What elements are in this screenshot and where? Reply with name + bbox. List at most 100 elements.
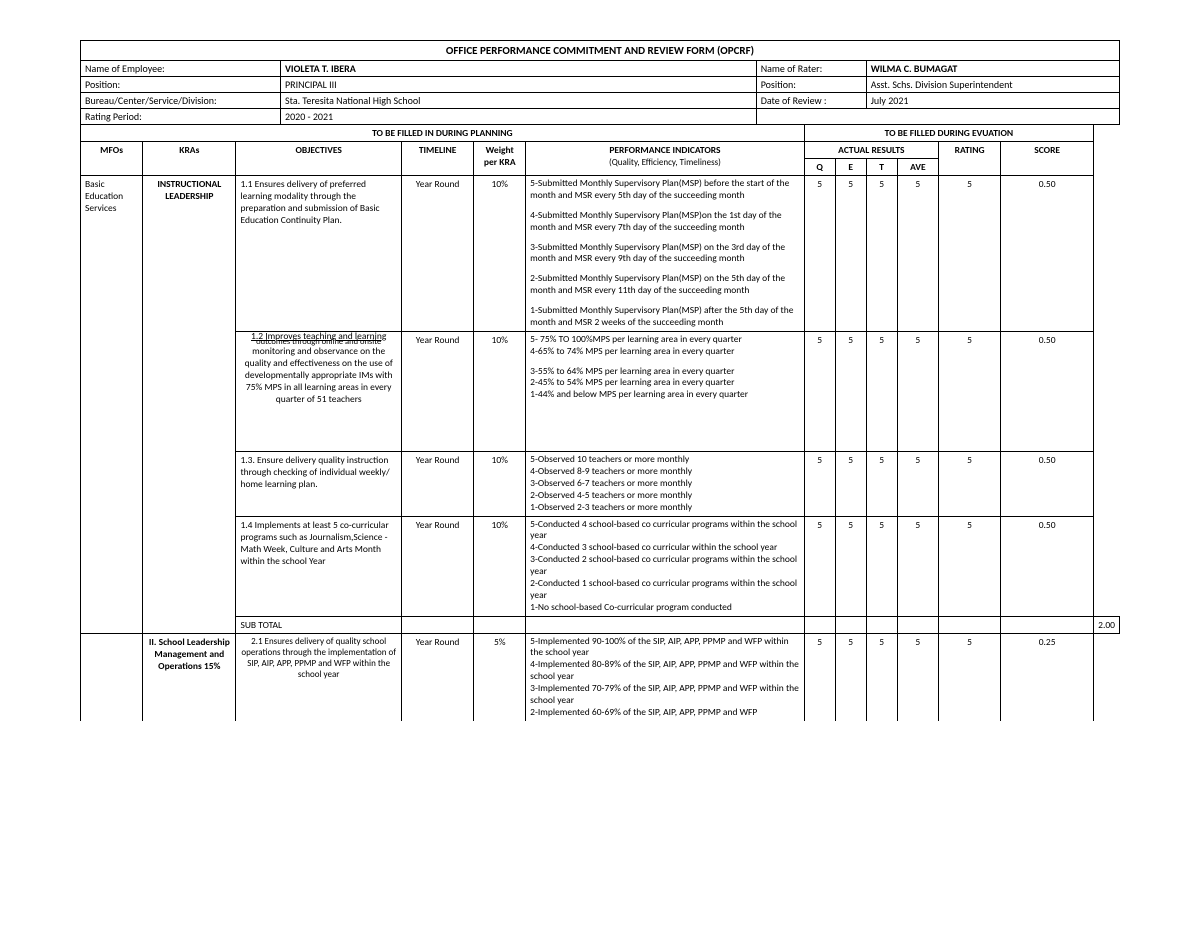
table-row: Basic Education Services INSTRUCTIONAL L… [81, 176, 1120, 332]
mfo-cell: Basic Education Services [81, 176, 143, 634]
hdr-val: July 2021 [867, 93, 1119, 108]
hdr-label: Position: [81, 77, 281, 92]
obj-rest: monitoring and observance on the quality… [245, 345, 393, 405]
pi-line: 1-Observed 2-3 teachers or more monthly [530, 502, 800, 514]
weight-cell: 10% [474, 176, 526, 332]
rating-cell: 5 [939, 633, 1001, 721]
pi-line: 1-44% and below MPS per learning area in… [530, 389, 800, 401]
pi-line: 2-Implemented 60-69% of the SIP, AIP, AP… [530, 707, 800, 719]
pi-line: 5- 75% TO 100%MPS per learning area in e… [530, 334, 800, 346]
timeline-cell: Year Round [401, 176, 473, 332]
obj-cell: 2.1 Ensures delivery of quality school o… [236, 633, 401, 721]
score-cell: 0.25 [1001, 633, 1094, 721]
weight-cell: 10% [474, 331, 526, 451]
hdr-label: Bureau/Center/Service/Division: [81, 93, 281, 108]
timeline-cell: Year Round [401, 516, 473, 616]
col-score: SCORE [1001, 142, 1094, 176]
ave-cell: 5 [897, 452, 938, 516]
obj-cell: 1.2 Improves teaching and learning outco… [236, 331, 401, 451]
q-cell: 5 [804, 176, 835, 332]
col-mfos: MFOs [81, 142, 143, 176]
column-header-row: MFOs KRAs OBJECTIVES TIMELINE Weight per… [81, 142, 1120, 159]
t-cell: 5 [866, 331, 897, 451]
hdr-label: Name of Rater: [757, 61, 867, 76]
e-cell: 5 [835, 331, 866, 451]
timeline-cell: Year Round [401, 331, 473, 451]
pi-line: 5-Submitted Monthly Supervisory Plan(MSP… [530, 178, 800, 202]
pi-line: 3-Submitted Monthly Supervisory Plan(MSP… [530, 242, 800, 266]
rating-cell: 5 [939, 331, 1001, 451]
t-cell: 5 [866, 452, 897, 516]
col-obj: OBJECTIVES [236, 142, 401, 176]
hdr-val: Sta. Teresita National High School [281, 93, 756, 108]
col-pi-sub: (Quality, Efficiency, Timeliness) [609, 157, 721, 168]
hdr-label [757, 109, 867, 124]
e-cell: 5 [835, 452, 866, 516]
main-table: TO BE FILLED IN DURING PLANNING TO BE FI… [80, 124, 1120, 721]
rating-cell: 5 [939, 452, 1001, 516]
section-left: TO BE FILLED IN DURING PLANNING [81, 125, 805, 142]
table-row: II. School Leadership Management and Ope… [81, 633, 1120, 721]
section-right: TO BE FILLED DURING EVUATION [804, 125, 1093, 142]
hdr-val: 2020 - 2021 [281, 109, 756, 124]
ave-cell: 5 [897, 331, 938, 451]
ave-cell: 5 [897, 633, 938, 721]
score-cell: 0.50 [1001, 452, 1094, 516]
pi-line: 5-Implemented 90-100% of the SIP, AIP, A… [530, 636, 800, 660]
hdr-val: Asst. Schs. Division Superintendent [867, 77, 1119, 92]
kra-cell: II. School Leadership Management and Ope… [143, 633, 236, 721]
timeline-cell: Year Round [401, 633, 473, 721]
pi-cell: 5- 75% TO 100%MPS per learning area in e… [526, 331, 805, 451]
header-row-1: Position: PRINCIPAL III Position: Asst. … [81, 77, 1119, 93]
weight-cell: 5% [474, 633, 526, 721]
q-cell: 5 [804, 516, 835, 616]
hdr-val: PRINCIPAL III [281, 77, 756, 92]
weight-cell: 10% [474, 452, 526, 516]
table-row: 1.4 Implements at least 5 co-curricular … [81, 516, 1120, 616]
pi-line: 3-Conducted 2 school-based co curricular… [530, 554, 800, 578]
ave-cell: 5 [897, 516, 938, 616]
rating-cell: 5 [939, 176, 1001, 332]
subtotal-row: SUB TOTAL 2.00 [81, 616, 1120, 633]
col-t: T [866, 159, 897, 176]
pi-line: 2-Observed 4-5 teachers or more monthly [530, 490, 800, 502]
timeline-cell: Year Round [401, 452, 473, 516]
pi-cell: 5-Submitted Monthly Supervisory Plan(MSP… [526, 176, 805, 332]
col-q: Q [804, 159, 835, 176]
e-cell: 5 [835, 516, 866, 616]
pi-line: 1-No school-based Co-curricular program … [530, 602, 800, 614]
pi-line: 3-Observed 6-7 teachers or more monthly [530, 478, 800, 490]
col-timeline: TIMELINE [401, 142, 473, 176]
pi-line: 1-Submitted Monthly Supervisory Plan(MSP… [530, 305, 800, 329]
t-cell: 5 [866, 176, 897, 332]
q-cell: 5 [804, 331, 835, 451]
col-actual: ACTUAL RESULTS [804, 142, 938, 159]
hdr-label: Position: [757, 77, 867, 92]
header-row-3: Rating Period: 2020 - 2021 [81, 109, 1119, 124]
header-row-0: Name of Employee: VIOLETA T. IBERA Name … [81, 61, 1119, 77]
score-cell: 0.50 [1001, 176, 1094, 332]
col-pi-title: PERFORMANCE INDICATORS [609, 144, 720, 156]
col-e: E [835, 159, 866, 176]
col-ave: AVE [897, 159, 938, 176]
col-pi: PERFORMANCE INDICATORS (Quality, Efficie… [526, 142, 805, 176]
e-cell: 5 [835, 633, 866, 721]
hdr-label: Name of Employee: [81, 61, 281, 76]
obj-cell: 1.4 Implements at least 5 co-curricular … [236, 516, 401, 616]
pi-cell: 5-Conducted 4 school-based co curricular… [526, 516, 805, 616]
hdr-val [867, 109, 1119, 124]
weight-cell: 10% [474, 516, 526, 616]
q-cell: 5 [804, 633, 835, 721]
subtotal-score: 2.00 [1094, 616, 1120, 633]
score-cell: 0.50 [1001, 331, 1094, 451]
t-cell: 5 [866, 633, 897, 721]
pi-line: 4-65% to 74% MPS per learning area in ev… [530, 346, 800, 358]
e-cell: 5 [835, 176, 866, 332]
table-row: 1.2 Improves teaching and learning outco… [81, 331, 1120, 451]
pi-line: 2-Submitted Monthly Supervisory Plan(MSP… [530, 273, 800, 297]
q-cell: 5 [804, 452, 835, 516]
opcrf-form: OFFICE PERFORMANCE COMMITMENT AND REVIEW… [80, 40, 1120, 124]
hdr-label: Rating Period: [81, 109, 281, 124]
pi-line: 3-Implemented 70-79% of the SIP, AIP, AP… [530, 683, 800, 707]
form-title: OFFICE PERFORMANCE COMMITMENT AND REVIEW… [81, 41, 1119, 61]
